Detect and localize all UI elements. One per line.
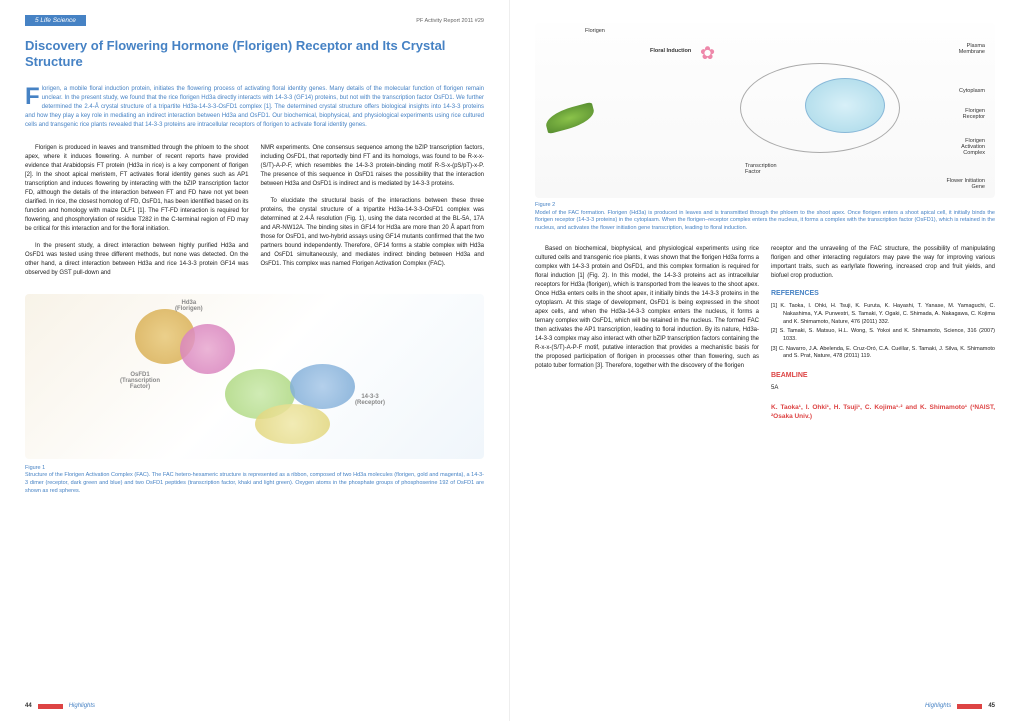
authors: K. Taoka¹, I. Ohki¹, H. Tsuji¹, C. Kojim…	[771, 403, 995, 421]
page-num-right: 45	[988, 703, 995, 709]
ref-2: [2] S. Tamaki, S. Matsuo, H.L. Wong, S. …	[771, 328, 995, 343]
flower-icon	[700, 43, 720, 63]
figure-2-caption: Figure 2 Model of the FAC formation. Flo…	[535, 202, 995, 233]
fig2-floral: Floral Induction	[650, 48, 691, 54]
figure-2-image: Florigen Floral Induction Plasma Membran…	[535, 23, 995, 198]
article-title: Discovery of Flowering Hormone (Florigen…	[25, 38, 484, 71]
right-col-1: Based on biochemical, biophysical, and p…	[535, 245, 759, 421]
para-2: In the present study, a direct interacti…	[25, 242, 249, 278]
beamline-value: 5A	[771, 384, 995, 393]
footer-bar-right	[957, 704, 982, 709]
left-header: 5 Life Science PF Activity Report 2011 #…	[25, 15, 484, 26]
para-6: receptor and the unraveling of the FAC s…	[771, 245, 995, 281]
fig1-label-hd3a: Hd3a (Florigen)	[175, 300, 203, 312]
fig2-title: Figure 2	[535, 202, 555, 208]
abstract-text: lorigen, a mobile floral induction prote…	[25, 86, 484, 128]
fig2-florigen: Florigen	[585, 28, 605, 34]
footer-right: 45 Highlights	[925, 703, 995, 709]
fig1-title: Figure 1	[25, 465, 45, 471]
fig1-label-receptor: 14-3-3 (Receptor)	[355, 394, 385, 406]
dropcap: F	[25, 87, 40, 107]
footer-bar-left	[38, 704, 63, 709]
fig1-caption-text: Structure of the Florigen Activation Com…	[25, 472, 484, 493]
right-page: Florigen Floral Induction Plasma Membran…	[510, 0, 1020, 721]
footer-label-left: Highlights	[69, 703, 95, 709]
para-5: Based on biochemical, biophysical, and p…	[535, 245, 759, 371]
para-1: Florigen is produced in leaves and trans…	[25, 144, 249, 234]
para-3: NMR experiments. One consensus sequence …	[261, 144, 485, 189]
body-columns-right: Based on biochemical, biophysical, and p…	[535, 245, 995, 421]
references-title: REFERENCES	[771, 289, 995, 300]
section-tab: 5 Life Science	[25, 15, 86, 26]
left-col-1: Florigen is produced in leaves and trans…	[25, 144, 249, 286]
right-col-2: receptor and the unraveling of the FAC s…	[771, 245, 995, 421]
fig2-fac: Florigen Activation Complex	[961, 138, 985, 156]
page-spread: 5 Life Science PF Activity Report 2011 #…	[0, 0, 1020, 721]
ref-1: [1] K. Taoka, I. Ohki, H. Tsuji, K. Furu…	[771, 303, 995, 326]
figure-1-image: Hd3a (Florigen) OsFD1 (Transcription Fac…	[25, 294, 484, 459]
fig2-cytoplasm: Cytoplasm	[959, 88, 985, 94]
fig2-caption-text: Model of the FAC formation. Florigen (Hd…	[535, 210, 995, 231]
abstract: Florigen, a mobile floral induction prot…	[25, 85, 484, 130]
left-col-2: NMR experiments. One consensus sequence …	[261, 144, 485, 286]
fig2-flower-gene: Flower Initiation Gene	[946, 178, 985, 190]
figure-1: Hd3a (Florigen) OsFD1 (Transcription Fac…	[25, 294, 484, 496]
report-label: PF Activity Report 2011 #29	[416, 18, 484, 24]
figure-1-caption: Figure 1 Structure of the Florigen Activ…	[25, 465, 484, 496]
beamline-title: BEAMLINE	[771, 371, 995, 382]
left-page: 5 Life Science PF Activity Report 2011 #…	[0, 0, 510, 721]
fig1-label-osfd1: OsFD1 (Transcription Factor)	[120, 372, 160, 390]
fig2-transcription: Transcription Factor	[745, 163, 777, 175]
footer-left: 44 Highlights	[25, 703, 95, 709]
fig2-membrane: Plasma Membrane	[959, 43, 985, 55]
body-columns-left: Florigen is produced in leaves and trans…	[25, 144, 484, 286]
fig2-receptor: Florigen Receptor	[963, 108, 985, 120]
page-num-left: 44	[25, 703, 32, 709]
footer-label-right: Highlights	[925, 703, 951, 709]
para-4: To elucidate the structural basis of the…	[261, 197, 485, 269]
ref-3: [3] C. Navarro, J.A. Abelenda, E. Cruz-O…	[771, 346, 995, 361]
